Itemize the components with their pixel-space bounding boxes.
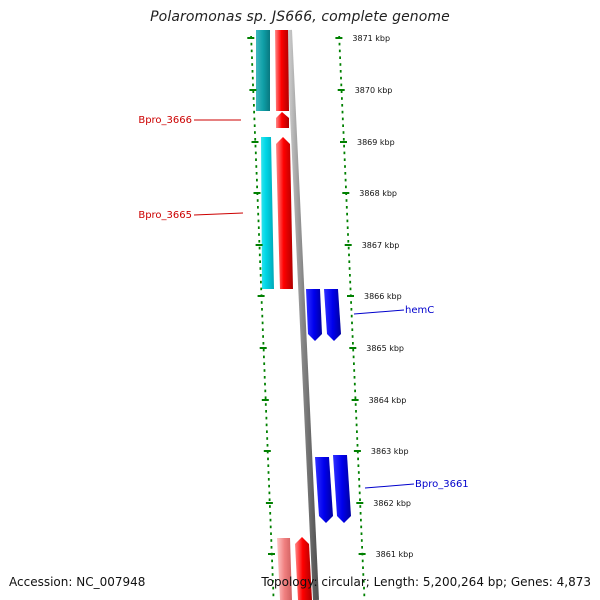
gene-labels: Bpro_3666 Bpro_3665 hemC Bpro_3661 xyxy=(138,115,468,490)
gene-forward-top[interactable] xyxy=(275,30,289,111)
reverse-strand-genes xyxy=(256,30,274,289)
genome-summary: Topology: circular; Length: 5,200,264 bp… xyxy=(261,575,591,589)
tick-label: 3864 kbp xyxy=(369,396,407,405)
gene-label-bpro-3666[interactable]: Bpro_3666 xyxy=(138,115,192,126)
gene-forward-bottom-pale[interactable] xyxy=(277,538,292,600)
tick-label: 3868 kbp xyxy=(359,189,397,198)
tick-label: 3871 kbp xyxy=(352,34,390,43)
gene-bpro-3665[interactable] xyxy=(257,137,274,289)
tick-label: 3869 kbp xyxy=(357,138,395,147)
gene-forward-bottom[interactable] xyxy=(295,537,312,600)
forward-strand-genes xyxy=(275,30,312,600)
tick-label: 3867 kbp xyxy=(362,241,400,250)
accession-label: Accession: NC_007948 xyxy=(9,575,146,589)
gene-bpro-3666[interactable] xyxy=(276,112,289,128)
highlighted-genes xyxy=(306,289,351,523)
tick-label: 3863 kbp xyxy=(371,447,409,456)
tick-labels: 3871 kbp 3870 kbp 3869 kbp 3868 kbp 3867 kbp… xyxy=(352,34,413,559)
genome-title: Polaromonas sp. JS666, complete genome xyxy=(150,9,450,25)
gene-label-bpro-3665[interactable]: Bpro_3665 xyxy=(138,210,192,221)
genome-backbone xyxy=(286,29,319,600)
gene-bpro-3661-right[interactable] xyxy=(333,455,351,523)
tick-label: 3870 kbp xyxy=(355,86,393,95)
gene-hemc-right[interactable] xyxy=(324,289,341,341)
tick-label: 3862 kbp xyxy=(373,499,411,508)
gene-reverse-top[interactable] xyxy=(256,30,270,111)
tick-tracks xyxy=(247,36,366,597)
tick-label: 3865 kbp xyxy=(366,344,404,353)
gene-bpro-3661-left[interactable] xyxy=(315,457,333,523)
gene-hemc-left[interactable] xyxy=(306,289,322,341)
gene-label-bpro-3661[interactable]: Bpro_3661 xyxy=(415,479,469,490)
tick-label: 3866 kbp xyxy=(364,292,402,301)
gene-bpro-3665-forward[interactable] xyxy=(276,137,293,289)
gene-label-hemc[interactable]: hemC xyxy=(405,305,434,316)
tick-label: 3861 kbp xyxy=(376,550,414,559)
